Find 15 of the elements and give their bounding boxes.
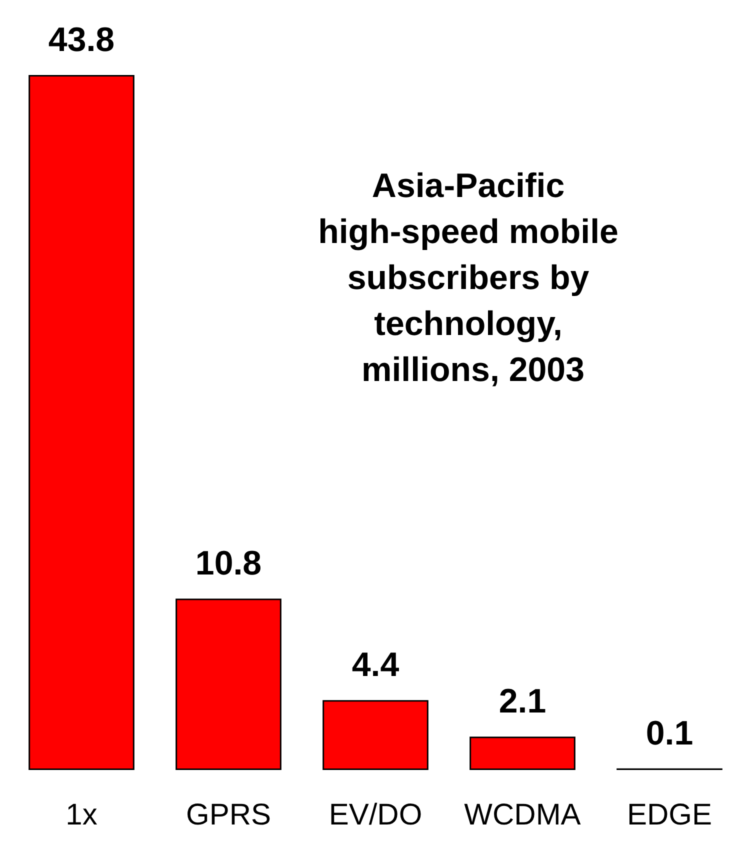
bar xyxy=(470,736,576,770)
x-tick-label: EV/DO xyxy=(328,798,422,832)
x-tick-label: 1x xyxy=(66,798,98,832)
data-label: 43.8 xyxy=(48,21,115,59)
data-label: 2.1 xyxy=(498,682,546,721)
data-label: 0.1 xyxy=(646,714,694,752)
bar xyxy=(176,598,282,770)
bar xyxy=(28,75,134,770)
text: Asia-Pacific high-speed mobile subscribers by technology, millions, 2003 xyxy=(318,167,628,389)
data-label: 10.8 xyxy=(195,544,262,583)
x-tick-label: EDGE xyxy=(626,798,712,832)
bar xyxy=(322,700,428,770)
x-tick-label: GPRS xyxy=(186,798,272,832)
x-tick-label: WCDMA xyxy=(464,798,581,832)
data-label: 4.4 xyxy=(352,646,400,684)
